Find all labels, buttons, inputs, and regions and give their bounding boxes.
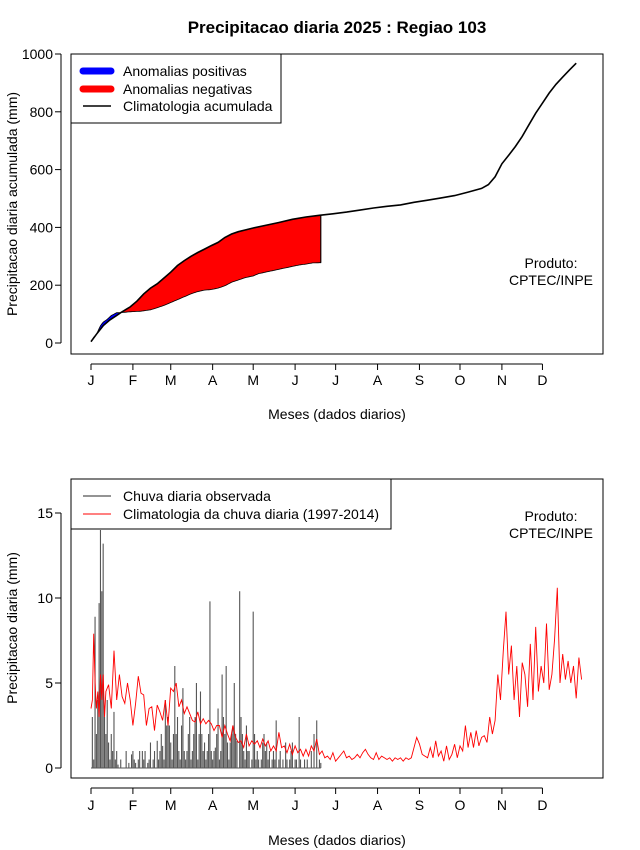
top-y-axis-label: Precipitacao diaria acumulada (mm) — [4, 92, 20, 316]
x-tick-label: M — [165, 797, 177, 813]
x-tick-label: D — [537, 797, 547, 813]
y-tick-label: 5 — [45, 675, 53, 691]
legend-entry-negative: Anomalias negativas — [123, 81, 252, 97]
daily-plot-area — [90, 530, 583, 769]
x-tick-label: F — [129, 372, 138, 388]
legend-entry-observed: Chuva diaria observada — [123, 488, 271, 504]
product-label-line-1: Produto: — [525, 255, 578, 271]
x-tick-label: J — [292, 372, 299, 388]
daily-precipitation-panel: J F M A M J J A S O N D 0 5 10 15 Meses (dados diarios… — [4, 478, 604, 848]
x-tick-label: J — [332, 372, 339, 388]
x-tick-label: M — [247, 797, 259, 813]
bottom-x-axis-label: Meses (dados diarios) — [268, 832, 406, 848]
bottom-y-axis-label: Precipitacao diaria (mm) — [4, 552, 20, 704]
x-tick-label: O — [455, 797, 466, 813]
top-y-axis: 0 200 400 600 800 1000 — [22, 46, 62, 351]
product-label-line-2: CPTEC/INPE — [509, 272, 593, 288]
y-tick-label: 0 — [45, 335, 53, 351]
product-label-line-2: CPTEC/INPE — [509, 525, 593, 541]
y-tick-label: 15 — [37, 505, 53, 521]
top-product-label: Produto: CPTEC/INPE — [509, 255, 593, 288]
climatology-cumulative-line — [90, 62, 577, 343]
negative-anomaly-area — [121, 214, 322, 313]
x-tick-label: N — [497, 797, 507, 813]
legend-entry-positive: Anomalias positivas — [123, 63, 247, 79]
x-tick-label: A — [208, 372, 218, 388]
x-tick-label: J — [88, 797, 95, 813]
x-tick-label: A — [373, 372, 383, 388]
cumulative-plot-area — [90, 62, 577, 343]
top-plot-frame — [70, 53, 604, 355]
x-tick-label: J — [332, 797, 339, 813]
legend-entry-clim-daily: Climatologia da chuva diaria (1997-2014) — [123, 506, 379, 522]
x-tick-label: O — [455, 372, 466, 388]
x-tick-label: S — [415, 372, 424, 388]
positive-anomaly-area — [90, 312, 122, 342]
product-label-line-1: Produto: — [525, 508, 578, 524]
bottom-legend-box — [70, 478, 392, 530]
x-tick-label: A — [208, 797, 218, 813]
chart-title: Precipitacao diaria 2025 : Regiao 103 — [188, 18, 487, 37]
x-tick-label: M — [165, 372, 177, 388]
top-x-axis-label: Meses (dados diarios) — [268, 406, 406, 422]
x-tick-label: A — [373, 797, 383, 813]
y-tick-label: 200 — [30, 277, 54, 293]
x-tick-label: F — [129, 797, 138, 813]
y-tick-label: 0 — [45, 760, 53, 776]
y-tick-label: 600 — [30, 162, 54, 178]
x-tick-label: J — [88, 372, 95, 388]
climatology-daily-line — [90, 587, 583, 763]
x-tick-label: S — [415, 797, 424, 813]
bottom-product-label: Produto: CPTEC/INPE — [509, 508, 593, 541]
y-tick-label: 10 — [37, 590, 53, 606]
x-tick-label: J — [292, 797, 299, 813]
top-legend: Anomalias positivas Anomalias negativas … — [70, 53, 282, 124]
cumulative-precipitation-panel: J F M A M J J A S O N D 0 200 400 600 800 1000 Meses (da… — [4, 46, 604, 422]
y-tick-label: 1000 — [22, 46, 53, 62]
bottom-legend: Chuva diaria observada Climatologia da c… — [70, 478, 392, 530]
x-tick-label: N — [497, 372, 507, 388]
y-tick-label: 800 — [30, 104, 54, 120]
y-tick-label: 400 — [30, 219, 54, 235]
x-tick-label: M — [247, 372, 259, 388]
legend-entry-climatology: Climatologia acumulada — [123, 98, 273, 114]
bottom-y-axis: 0 5 10 15 — [37, 505, 62, 776]
x-tick-label: D — [537, 372, 547, 388]
